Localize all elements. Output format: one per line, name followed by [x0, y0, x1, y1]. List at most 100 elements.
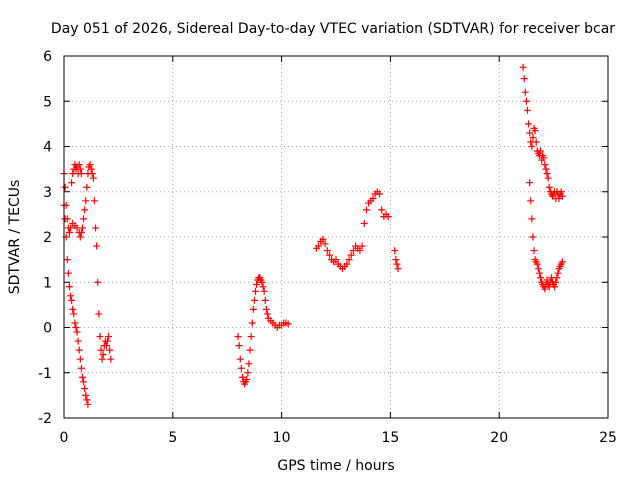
data-point [519, 63, 527, 71]
grid-layer [64, 56, 608, 418]
data-point [553, 274, 561, 282]
data-point [541, 285, 549, 293]
x-tick-label: 25 [599, 430, 617, 446]
data-point [345, 256, 353, 264]
data-point [77, 228, 85, 236]
data-point [67, 224, 75, 232]
data-point [70, 310, 78, 318]
data-point [531, 127, 539, 135]
data-point [92, 224, 100, 232]
y-tick-label: 5 [43, 94, 52, 110]
data-point [394, 265, 402, 273]
data-point [319, 235, 327, 243]
data-point [260, 287, 268, 295]
data-point [73, 328, 81, 336]
data-point [83, 183, 91, 191]
data-point [551, 283, 559, 291]
data-point [94, 278, 102, 286]
data-point [526, 179, 534, 187]
data-point [332, 256, 340, 264]
data-point [78, 224, 86, 232]
data-point [87, 165, 95, 173]
data-point [358, 242, 366, 250]
data-point [75, 161, 83, 169]
data-point [64, 269, 72, 277]
data-point [526, 129, 534, 137]
data-point [323, 247, 331, 255]
data-point [349, 247, 357, 255]
data-point [558, 192, 566, 200]
data-point [251, 287, 259, 295]
data-point [96, 333, 104, 341]
data-point [523, 106, 531, 114]
data-point [250, 296, 258, 304]
data-point [80, 378, 88, 386]
data-point [65, 283, 73, 291]
data-point [238, 373, 246, 381]
data-point [376, 190, 384, 198]
tick-layer: 0 5 10 15 20 25 -2 -1 0 1 2 3 4 5 6 [38, 49, 617, 446]
y-axis-label: SDTVAR / TECUs [7, 180, 23, 295]
data-point [541, 161, 549, 169]
data-point [95, 310, 103, 318]
data-point [74, 337, 82, 345]
plot-frame [63, 55, 609, 419]
data-point [542, 165, 550, 173]
data-point [528, 143, 536, 150]
x-tick-label: 0 [60, 430, 69, 446]
data-point [393, 260, 401, 268]
data-point [236, 355, 244, 363]
data-point [98, 355, 106, 363]
data-point [533, 260, 541, 268]
data-point [246, 346, 254, 354]
data-point [362, 206, 370, 214]
y-tick-label: 6 [43, 49, 52, 65]
data-point [540, 154, 548, 162]
data-point [78, 373, 86, 381]
data-point [261, 296, 269, 304]
y-tick-label: 0 [43, 321, 52, 337]
data-point [81, 385, 89, 393]
data-point [104, 337, 112, 345]
data-point [554, 269, 562, 277]
data-point [76, 233, 84, 241]
data-point [84, 400, 92, 408]
data-point [321, 240, 329, 248]
data-point [284, 320, 292, 328]
data-point [544, 174, 552, 182]
data-point [543, 170, 551, 178]
data-point [234, 333, 242, 341]
data-point [343, 260, 351, 268]
data-point [63, 256, 71, 264]
data-point [107, 355, 115, 363]
data-point [325, 251, 333, 259]
data-point [67, 292, 75, 300]
data-point [61, 183, 69, 191]
data-point [360, 219, 368, 227]
x-axis-label: GPS time / hours [277, 458, 394, 474]
data-point [521, 88, 529, 96]
data-point [384, 213, 392, 221]
data-point [392, 256, 400, 264]
data-point [557, 188, 565, 196]
data-point [83, 396, 91, 404]
data-point [86, 161, 94, 169]
data-point [530, 247, 538, 255]
y-tick-label: 4 [43, 140, 52, 156]
data-point [356, 247, 364, 255]
data-point [102, 342, 110, 350]
data-point [552, 278, 560, 286]
data-point [535, 269, 543, 277]
data-point [72, 324, 80, 331]
data-point [527, 197, 535, 205]
data-point [369, 195, 377, 203]
data-point [259, 283, 267, 291]
data-point [528, 215, 536, 223]
data-point [537, 147, 545, 155]
data-point [558, 258, 566, 266]
data-point [93, 242, 101, 250]
data-point [82, 391, 90, 399]
data-point [88, 170, 96, 178]
data-point [76, 355, 84, 363]
